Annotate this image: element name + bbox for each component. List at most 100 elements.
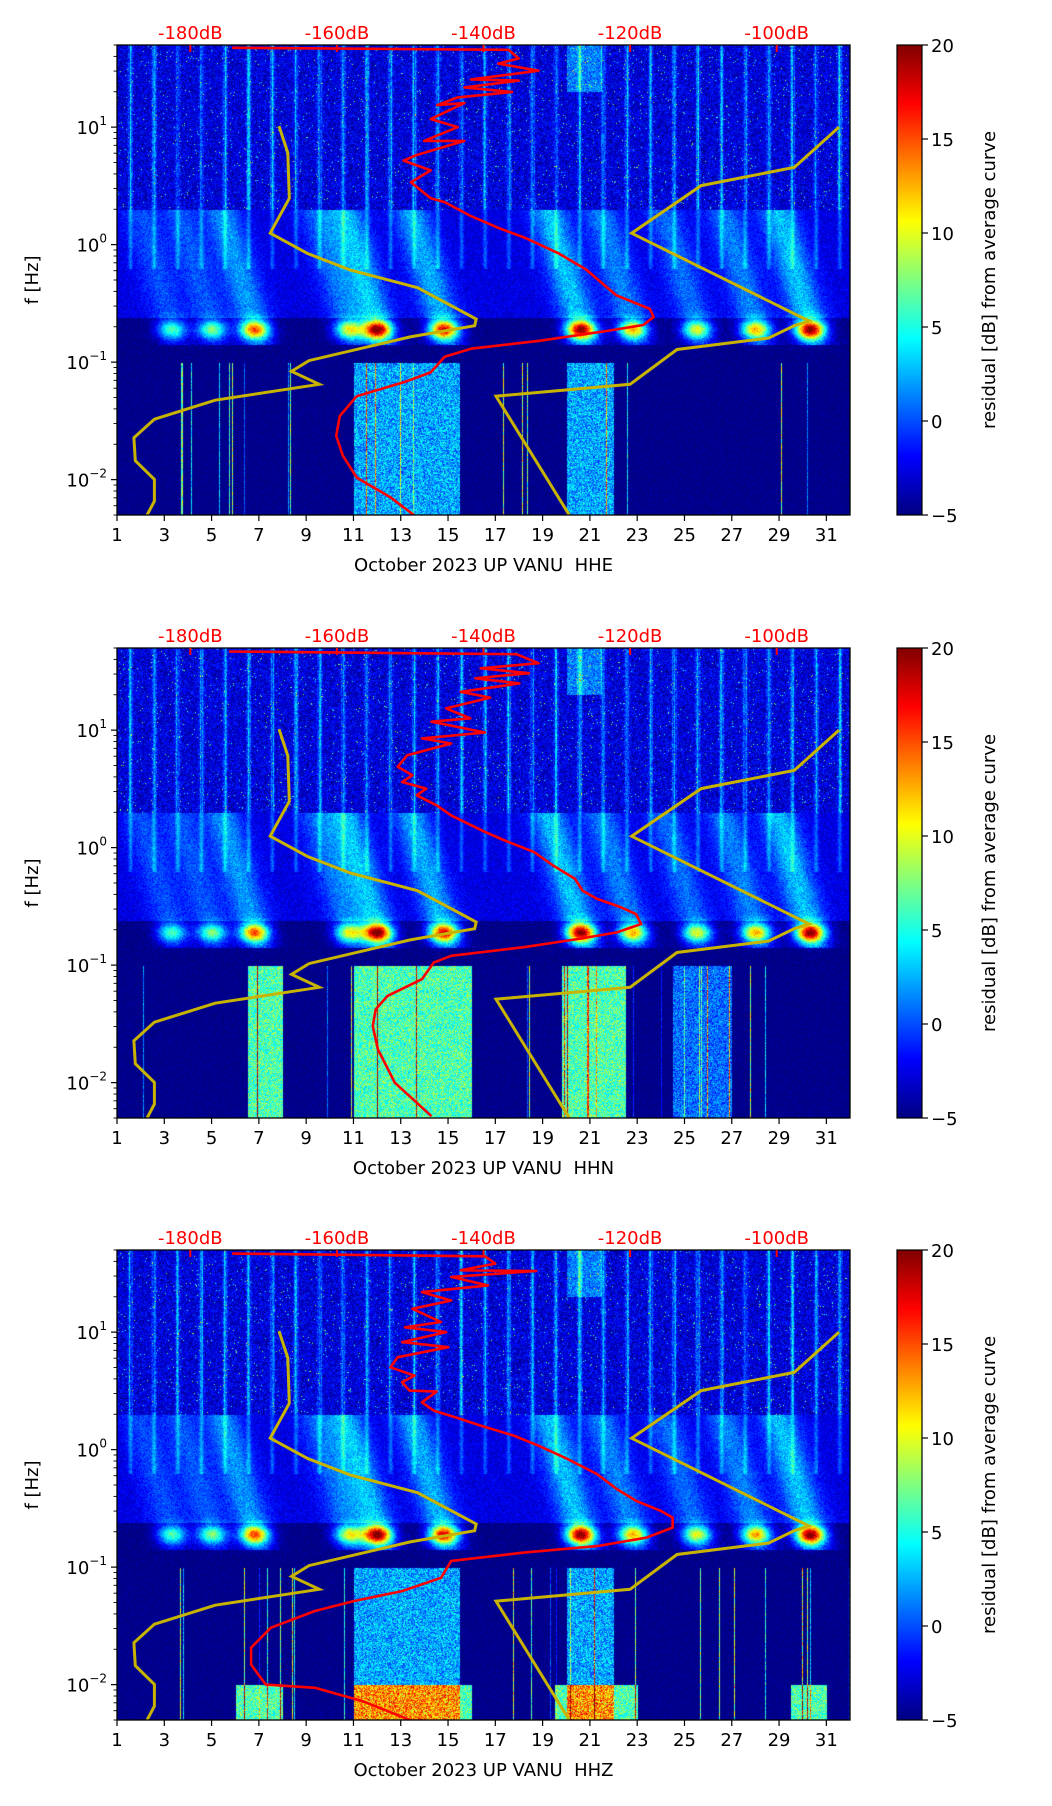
- x-axis-label: October 2023 UP VANU HHZ: [354, 1760, 614, 1781]
- low-noise-model-curve: [132, 125, 478, 515]
- colorbar-label: residual [dB] from average curve: [979, 734, 1000, 1032]
- colorbar-tick-label: 20: [931, 36, 954, 57]
- x-tick-label: 21: [578, 525, 601, 546]
- plot-frame: [116, 1249, 851, 1721]
- x-tick-label: 19: [531, 525, 554, 546]
- y-tick-label: 101: [76, 717, 107, 742]
- y-tick-exponent: −2: [89, 1672, 107, 1686]
- colorbar-label: residual [dB] from average curve: [979, 131, 1000, 429]
- x-tick-label: 1: [111, 1730, 122, 1751]
- y-tick-base: 10: [76, 1323, 99, 1344]
- y-axis-label: f [Hz]: [22, 255, 43, 304]
- station-noise-curve: [232, 1252, 674, 1720]
- top-db-tick-label: -100dB: [744, 1228, 809, 1249]
- colorbar: [896, 44, 923, 516]
- y-axis-label: f [Hz]: [22, 858, 43, 907]
- x-tick-label: 15: [437, 525, 460, 546]
- y-tick-label: 10−1: [66, 1554, 107, 1579]
- x-tick-label: 11: [342, 525, 365, 546]
- x-tick-label: 7: [253, 1730, 264, 1751]
- plot-frame: [116, 44, 851, 516]
- station-noise-curve: [232, 46, 655, 515]
- y-tick-label: 10−2: [66, 467, 107, 492]
- chart-panel-3: 1 3 5 7 9 11 13 15 17 19 21 23 25 27 29 3110110010−110−…: [22, 1228, 1000, 1781]
- x-tick-label: 27: [720, 1128, 743, 1149]
- colorbar-tick-label: 20: [931, 639, 954, 660]
- y-tick-label: 100: [76, 232, 107, 257]
- top-db-tick-label: -140dB: [451, 23, 516, 44]
- y-tick-exponent: −2: [89, 1070, 107, 1084]
- y-tick-base: 10: [66, 1074, 89, 1095]
- x-tick-label: 25: [673, 1128, 696, 1149]
- colorbar-tick-label: 0: [931, 1617, 942, 1638]
- x-tick-label: 9: [300, 1730, 311, 1751]
- colorbar-label: residual [dB] from average curve: [979, 1336, 1000, 1634]
- y-tick-base: 10: [66, 471, 89, 492]
- top-db-tick-label: -180dB: [158, 1228, 223, 1249]
- x-tick-label: 17: [484, 525, 507, 546]
- x-tick-label: 21: [578, 1730, 601, 1751]
- top-db-tick-label: -140dB: [451, 626, 516, 647]
- top-db-tick-label: -120dB: [598, 23, 663, 44]
- x-tick-label: 7: [253, 1128, 264, 1149]
- x-tick-label: 9: [300, 1128, 311, 1149]
- x-tick-label: 5: [206, 1128, 217, 1149]
- high-noise-model-curve: [493, 125, 841, 515]
- x-tick-label: 19: [531, 1128, 554, 1149]
- y-tick-label: 100: [76, 835, 107, 860]
- x-tick-label: 27: [720, 525, 743, 546]
- y-tick-base: 10: [76, 236, 99, 257]
- x-tick-label: 3: [159, 1128, 170, 1149]
- y-tick-base: 10: [66, 1676, 89, 1697]
- y-tick-exponent: −1: [89, 1554, 107, 1568]
- x-tick-label: 9: [300, 525, 311, 546]
- y-tick-exponent: −1: [89, 349, 107, 363]
- y-tick-base: 10: [76, 721, 99, 742]
- x-tick-label: 29: [768, 525, 791, 546]
- colorbar: [896, 1249, 923, 1721]
- x-tick-label: 17: [484, 1730, 507, 1751]
- colorbar-tick-label: 5: [931, 318, 942, 339]
- y-tick-label: 101: [76, 114, 107, 139]
- top-db-tick-label: -120dB: [598, 1228, 663, 1249]
- x-axis-label: October 2023 UP VANU HHE: [354, 555, 613, 576]
- y-tick-exponent: −2: [89, 467, 107, 481]
- y-tick-exponent: 1: [99, 717, 107, 731]
- colorbar-tick-label: 5: [931, 921, 942, 942]
- x-tick-label: 15: [437, 1128, 460, 1149]
- x-tick-label: 11: [342, 1128, 365, 1149]
- x-tick-label: 1: [111, 525, 122, 546]
- top-db-tick-label: -180dB: [158, 626, 223, 647]
- colorbar-tick-label: 15: [931, 733, 954, 754]
- x-tick-label: 31: [815, 1128, 838, 1149]
- x-axis-label: October 2023 UP VANU HHN: [353, 1158, 614, 1179]
- low-noise-model-curve: [132, 728, 478, 1118]
- colorbar-tick-label: 5: [931, 1523, 942, 1544]
- x-tick-label: 31: [815, 1730, 838, 1751]
- colorbar-tick-label: 10: [931, 1429, 954, 1450]
- y-tick-base: 10: [76, 1441, 99, 1462]
- y-tick-exponent: 0: [99, 835, 107, 849]
- x-tick-label: 13: [389, 1128, 412, 1149]
- top-db-tick-label: -140dB: [451, 1228, 516, 1249]
- colorbar: [896, 647, 923, 1119]
- colorbar-tick-label: 15: [931, 130, 954, 151]
- high-noise-model-curve: [493, 1330, 841, 1720]
- y-tick-label: 10−2: [66, 1070, 107, 1095]
- y-tick-exponent: 1: [99, 114, 107, 128]
- y-tick-base: 10: [66, 956, 89, 977]
- high-noise-model-curve: [493, 728, 841, 1118]
- top-db-tick-label: -120dB: [598, 626, 663, 647]
- colorbar-tick-label: 0: [931, 412, 942, 433]
- x-tick-label: 3: [159, 525, 170, 546]
- x-tick-label: 21: [578, 1128, 601, 1149]
- station-noise-curve: [229, 650, 643, 1118]
- y-tick-label: 100: [76, 1437, 107, 1462]
- top-db-tick-label: -160dB: [305, 626, 370, 647]
- y-tick-base: 10: [66, 353, 89, 374]
- y-axis-label: f [Hz]: [22, 1460, 43, 1509]
- top-db-tick-label: -100dB: [744, 23, 809, 44]
- x-tick-label: 25: [673, 1730, 696, 1751]
- y-tick-exponent: 1: [99, 1319, 107, 1333]
- colorbar-tick-label: 10: [931, 827, 954, 848]
